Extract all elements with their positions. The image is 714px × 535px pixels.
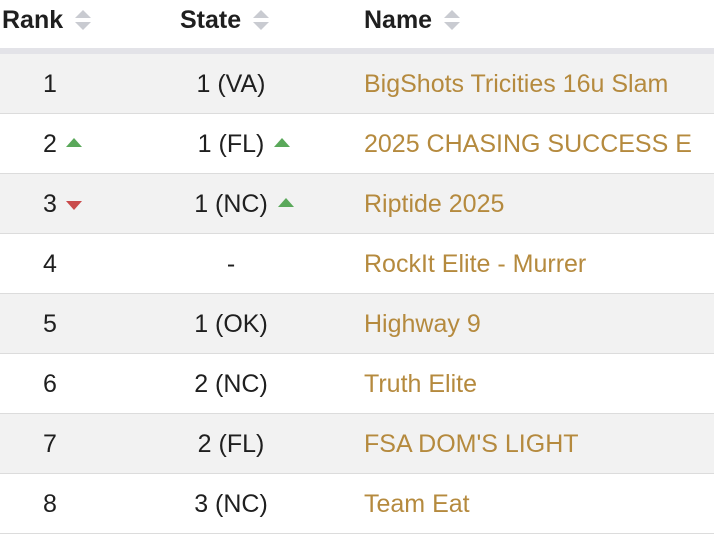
triangle-up-icon [274,138,291,147]
table-row: 3 1 (NC) Riptide 2025 [0,174,714,234]
state-value: 1 (VA) [197,70,266,99]
column-header-rank[interactable]: Rank [2,0,92,40]
rank-text: 3 [43,189,57,218]
triangle-up-icon [277,198,294,207]
rank-cell: 3 [0,174,100,234]
team-name-link[interactable]: Truth Elite [364,369,478,398]
state-cell: 1 (NC) [131,174,331,234]
rank-text: 1 [43,69,57,98]
table-header: Rank State Name [0,0,714,48]
team-name-link[interactable]: 2025 CHASING SUCCESS E [364,129,692,158]
state-text: - [226,249,236,278]
table-row: 2 1 (FL) 2025 CHASING SUCCESS E [0,114,714,174]
rank-text: 4 [43,249,57,278]
rank-value: 3 [43,189,82,219]
rank-value: 8 [43,490,57,519]
column-header-name-label: Name [364,5,433,34]
table-row: 7 2 (FL) FSA DOM'S LIGHT [0,414,714,474]
rank-text: 7 [43,429,57,458]
table-row: 5 1 (OK) Highway 9 [0,294,714,354]
rank-text: 6 [43,369,57,398]
state-value: 1 (OK) [194,310,268,339]
column-header-state-label: State [180,5,242,34]
rank-value: 7 [43,430,57,459]
state-cell: 1 (OK) [131,294,331,354]
team-name-link[interactable]: FSA DOM'S LIGHT [364,429,579,458]
state-value: 1 (FL) [197,129,291,159]
rank-value: 1 [43,70,57,99]
state-cell: 2 (FL) [131,414,331,474]
state-text: 1 (FL) [197,129,265,158]
sort-icon[interactable] [75,9,92,31]
table-body: 1 1 (VA) BigShots Tricities 16u Slam 2 1 (FL… [0,54,714,534]
team-name-link[interactable]: RockIt Elite - Murrer [364,249,587,278]
state-text: 2 (FL) [197,429,265,458]
rank-cell: 8 [0,474,100,534]
table-row: 8 3 (NC) Team Eat [0,474,714,534]
rank-text: 8 [43,489,57,518]
rank-value: 6 [43,370,57,399]
rank-text: 2 [43,129,57,158]
triangle-down-icon [65,201,82,210]
state-text: 3 (NC) [194,489,268,518]
table-row: 6 2 (NC) Truth Elite [0,354,714,414]
rank-value: 2 [43,129,82,159]
sort-icon[interactable] [444,9,461,31]
team-name-link[interactable]: Highway 9 [364,309,481,338]
state-text: 1 (VA) [196,69,266,98]
state-value: 3 (NC) [194,490,268,519]
state-value: 2 (FL) [198,430,265,459]
column-header-rank-label: Rank [2,5,64,34]
state-value: 2 (NC) [194,370,268,399]
team-name-link[interactable]: Riptide 2025 [364,189,505,218]
state-cell: - [131,234,331,294]
rank-cell: 7 [0,414,100,474]
state-cell: 2 (NC) [131,354,331,414]
rank-cell: 5 [0,294,100,354]
column-header-state[interactable]: State [180,0,270,40]
state-text: 1 (NC) [194,189,268,218]
state-cell: 1 (VA) [131,54,331,114]
sort-icon[interactable] [253,9,270,31]
column-header-name[interactable]: Name [364,0,461,40]
state-value: 1 (NC) [194,189,294,219]
state-value: - [227,250,235,279]
header-divider [0,48,714,54]
state-cell: 1 (FL) [131,114,331,174]
rank-cell: 4 [0,234,100,294]
rank-cell: 6 [0,354,100,414]
state-text: 1 (OK) [194,309,268,338]
team-name-link[interactable]: BigShots Tricities 16u Slam [364,69,669,98]
state-text: 2 (NC) [194,369,268,398]
team-name-link[interactable]: Team Eat [364,489,470,518]
table-row: 4 - RockIt Elite - Murrer [0,234,714,294]
rank-value: 5 [43,310,57,339]
state-cell: 3 (NC) [131,474,331,534]
rank-value: 4 [43,250,57,279]
rank-cell: 2 [0,114,100,174]
table-row: 1 1 (VA) BigShots Tricities 16u Slam [0,54,714,114]
rank-text: 5 [43,309,57,338]
triangle-up-icon [65,138,82,147]
rank-cell: 1 [0,54,100,114]
